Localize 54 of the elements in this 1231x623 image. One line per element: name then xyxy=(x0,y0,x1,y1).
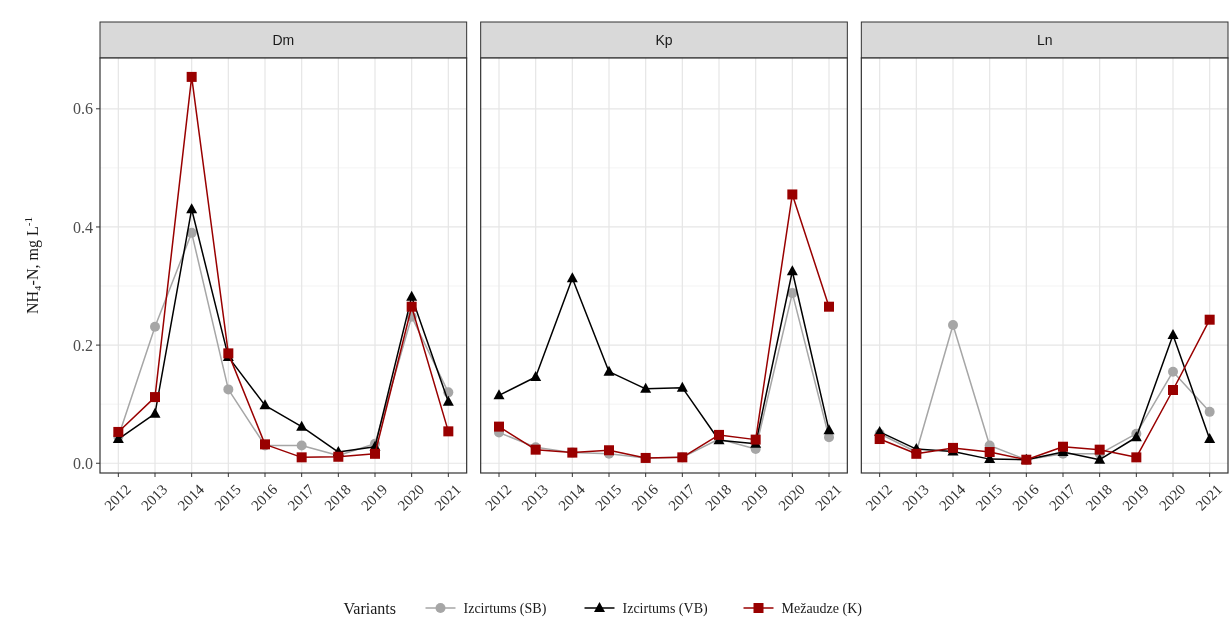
legend-title: Variants xyxy=(343,599,396,617)
point xyxy=(186,71,197,82)
point xyxy=(1168,366,1178,377)
point xyxy=(296,420,308,431)
point xyxy=(442,395,454,406)
point xyxy=(714,429,724,440)
point xyxy=(566,272,578,283)
point xyxy=(676,381,688,392)
point xyxy=(530,371,542,381)
y-tick-label: 0.0 xyxy=(73,454,93,472)
point xyxy=(1167,329,1179,340)
point xyxy=(823,424,835,435)
point xyxy=(370,448,380,459)
point xyxy=(824,301,834,312)
point xyxy=(494,421,504,432)
point xyxy=(1168,385,1178,395)
point xyxy=(984,447,995,458)
point xyxy=(186,203,198,214)
point xyxy=(1094,444,1105,455)
point xyxy=(149,407,161,418)
chart-title: Dm xyxy=(272,32,295,48)
y-tick-label: 0.4 xyxy=(73,218,93,236)
point xyxy=(1204,314,1215,325)
point xyxy=(113,426,124,437)
point xyxy=(1131,452,1142,463)
point xyxy=(640,382,652,393)
point xyxy=(406,301,417,312)
legend-label: Izcirtums (SB) xyxy=(463,600,547,617)
chart-title: Ln xyxy=(1036,32,1053,48)
chart-title: Kp xyxy=(655,32,673,48)
point xyxy=(786,265,798,276)
point xyxy=(186,227,197,238)
y-tick-label: 0.2 xyxy=(73,336,93,354)
point xyxy=(1094,453,1106,464)
legend-label: Mežaudze (K) xyxy=(781,600,863,617)
point xyxy=(1204,406,1215,417)
point xyxy=(150,321,160,332)
point xyxy=(1204,433,1216,444)
point xyxy=(223,384,234,395)
point xyxy=(874,434,885,445)
legend-label: Izcirtums (VB) xyxy=(622,600,708,617)
point xyxy=(493,389,505,400)
point xyxy=(948,320,958,331)
point xyxy=(259,399,271,410)
y-tick-label: 0.6 xyxy=(73,100,93,118)
point xyxy=(296,440,307,451)
point xyxy=(443,426,454,437)
point xyxy=(1058,441,1068,452)
point xyxy=(150,392,160,403)
point xyxy=(787,189,798,200)
point xyxy=(603,365,615,376)
point xyxy=(296,452,307,463)
point xyxy=(406,290,418,301)
x-tick-label: 2021 xyxy=(1192,481,1226,514)
